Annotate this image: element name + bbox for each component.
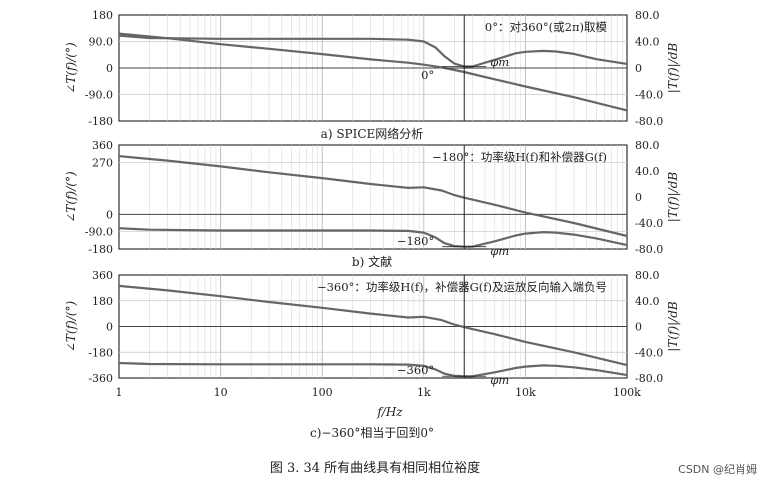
plot-frame	[118, 144, 628, 250]
left-tick-label: 270	[92, 156, 113, 169]
left-tick-label: 180	[92, 295, 113, 308]
left-tick-label: 360	[92, 269, 113, 282]
chart-panel-a: 180 90.0 0 -90.0 -180 80.0 40.0 0 -40.0 -80.0 ∠T(f…	[64, 9, 680, 128]
left-tick-label: -180	[88, 115, 113, 128]
phase-curve	[118, 361, 628, 378]
right-tick-label: 80.0	[635, 269, 660, 282]
left-tick-label: 0	[106, 62, 113, 75]
right-tick-label: -80.0	[635, 243, 663, 256]
panel-annotation: 0°：对360°(或2π)取模	[485, 20, 608, 34]
phase-margin-label: φm	[490, 55, 509, 69]
subcaption-b: b) 文献	[352, 254, 392, 269]
x-tick-label: 1k	[417, 386, 431, 399]
right-tick-label: 40.0	[635, 165, 660, 178]
figure-caption: 图 3. 34 所有曲线具有相同相位裕度	[270, 460, 480, 476]
right-axis-label: |T(f)|/dB	[666, 43, 680, 94]
phase-margin-label: φm	[490, 244, 509, 258]
phase-margin-label: φm	[490, 373, 509, 387]
magnitude-curve	[118, 32, 628, 112]
right-axis-label: |T(f)|/dB	[666, 172, 680, 223]
right-tick-label: 0	[635, 62, 642, 75]
x-axis-label: f/Hz	[376, 405, 403, 419]
right-tick-label: -80.0	[635, 115, 663, 128]
left-tick-label: -180	[88, 346, 113, 359]
left-tick-label: 360	[92, 139, 113, 152]
left-tick-label: -180	[88, 243, 113, 256]
left-tick-label: -360	[88, 372, 113, 385]
x-tick-label: 100	[312, 386, 333, 399]
right-tick-label: 0	[635, 191, 642, 204]
right-axis-label: |T(f)|/dB	[666, 301, 680, 352]
right-tick-label: -40.0	[635, 346, 663, 359]
x-tick-label: 1	[116, 386, 123, 399]
phase-curve	[118, 34, 628, 68]
left-tick-label: -90.0	[85, 226, 113, 239]
panel-annotation: −360°：功率级H(f)，补偿器G(f)及运放反向输入端负号	[317, 280, 607, 294]
right-tick-label: 80.0	[635, 9, 660, 22]
reference-angle-label: 0°	[421, 68, 434, 82]
left-tick-label: 0	[106, 208, 113, 221]
magnitude-curve	[118, 155, 628, 238]
right-tick-label: -80.0	[635, 372, 663, 385]
left-axis-label: ∠T(f)/(°)	[64, 301, 78, 353]
right-tick-label: 40.0	[635, 36, 660, 49]
right-tick-label: 0	[635, 321, 642, 334]
x-tick-label: 100k	[613, 386, 641, 399]
subcaption-a: a) SPICE网络分析	[321, 126, 424, 141]
reference-angle-label: −180°	[397, 234, 434, 248]
panel-annotation: −180°：功率级H(f)和补偿器G(f)	[432, 150, 607, 164]
left-tick-label: 180	[92, 9, 113, 22]
left-tick-label: 90.0	[89, 36, 114, 49]
chart-panel-b: 360 270 0 -90.0 -180 80.0 40.0 0 -40.0 -80.0 ∠T(f)…	[64, 139, 680, 258]
chart-panels: 180 90.0 0 -90.0 -180 80.0 40.0 0 -40.0 -80.0 ∠T(f…	[64, 9, 680, 399]
x-tick-label: 10k	[515, 386, 536, 399]
right-tick-label: 80.0	[635, 139, 660, 152]
right-tick-label: -40.0	[635, 217, 663, 230]
subcaption-c: c)−360°相当于回到0°	[310, 426, 434, 440]
left-axis-label: ∠T(f)/(°)	[64, 171, 78, 223]
reference-angle-label: −360°	[397, 363, 434, 377]
chart-panel-c: 360 180 0 -180 -360 80.0 40.0 0 -40.0 -80.0 ∠T(f)/…	[64, 269, 680, 387]
right-tick-label: -40.0	[635, 89, 663, 102]
left-tick-label: 0	[106, 321, 113, 334]
phase-curve	[118, 227, 628, 248]
magnitude-curve	[118, 284, 628, 367]
csdn-watermark: CSDN @纪肖姆	[678, 462, 757, 476]
x-tick-label: 10	[214, 386, 228, 399]
left-axis-label: ∠T(f)/(°)	[64, 42, 78, 94]
right-tick-label: 40.0	[635, 295, 660, 308]
left-tick-label: -90.0	[85, 89, 113, 102]
